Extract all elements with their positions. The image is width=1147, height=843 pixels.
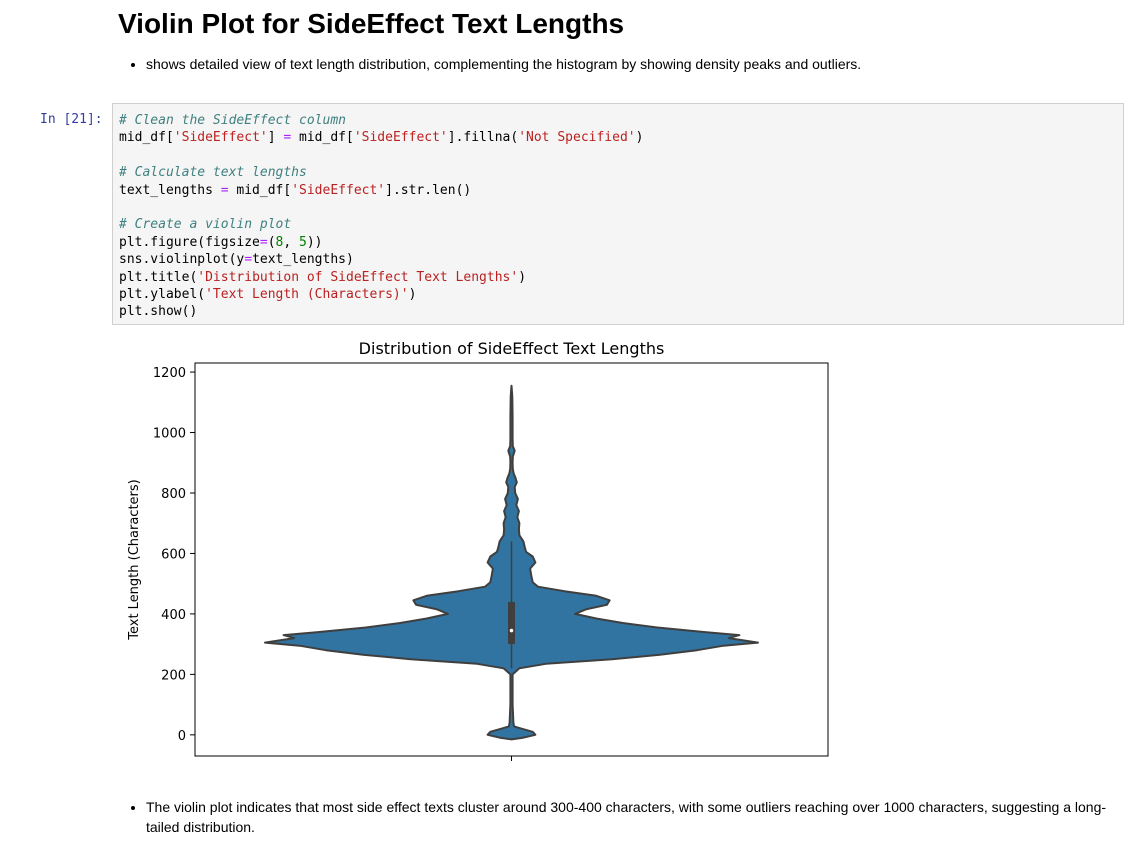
code-token-name: mid_df[ bbox=[291, 130, 354, 146]
code-token-name: mid_df[ bbox=[228, 182, 292, 198]
code-token-op: = bbox=[220, 182, 229, 198]
code-line: plt.figure(figsize=(8, 5)) bbox=[119, 234, 643, 251]
y-tick-label: 200 bbox=[161, 668, 186, 683]
code-line: mid_df['SideEffect'] = mid_df['SideEffec… bbox=[119, 129, 643, 146]
y-tick-label: 800 bbox=[161, 487, 186, 502]
code-token-name: ) bbox=[518, 269, 527, 285]
violin-chart: Distribution of SideEffect Text Lengths 0… bbox=[127, 339, 829, 761]
code-line: # Create a violin plot bbox=[119, 216, 643, 233]
code-token-name: plt.ylabel( bbox=[119, 286, 206, 302]
code-token-string: 'SideEffect' bbox=[173, 130, 268, 146]
code-token-name: , bbox=[283, 234, 300, 250]
code-line: plt.title('Distribution of SideEffect Te… bbox=[119, 269, 643, 286]
code-token-string: 'Text Length (Characters)' bbox=[205, 286, 409, 302]
code-editor[interactable]: # Clean the SideEffect column mid_df['Sid… bbox=[119, 112, 643, 321]
code-line: # Calculate text lengths bbox=[119, 164, 643, 181]
code-line bbox=[119, 199, 643, 216]
code-cell[interactable]: # Clean the SideEffect column mid_df['Sid… bbox=[112, 103, 1124, 325]
code-token-string: 'Not Specified' bbox=[518, 130, 636, 146]
code-token-name: plt.show() bbox=[119, 304, 198, 320]
code-token-name: ( bbox=[267, 234, 276, 250]
code-token-comment: # Clean the SideEffect column bbox=[119, 113, 346, 128]
code-line: plt.ylabel('Text Length (Characters)') bbox=[119, 286, 643, 303]
cell-output: Distribution of SideEffect Text Lengths 0… bbox=[112, 330, 842, 770]
intro-bullet: shows detailed view of text length distr… bbox=[146, 54, 1126, 74]
intro-bullet-list: shows detailed view of text length distr… bbox=[128, 54, 1126, 74]
code-token-number: 8 bbox=[275, 234, 284, 250]
code-token-string: 'SideEffect' bbox=[353, 130, 448, 146]
code-token-name: ) bbox=[408, 286, 417, 302]
code-token-op: = bbox=[244, 252, 253, 268]
y-tick-label: 1000 bbox=[153, 427, 186, 442]
code-token-name: mid_df[ bbox=[119, 130, 174, 146]
median-marker bbox=[509, 628, 514, 633]
code-token-name: text_lengths) bbox=[252, 252, 354, 268]
y-tick-label: 400 bbox=[161, 608, 186, 623]
code-token-name: )) bbox=[306, 234, 323, 250]
y-tick-label: 0 bbox=[178, 729, 186, 744]
code-token-name: plt.title( bbox=[119, 269, 198, 285]
code-token-name: ].fillna( bbox=[447, 130, 519, 146]
code-token-number: 5 bbox=[299, 234, 307, 250]
code-line: plt.show() bbox=[119, 303, 643, 320]
code-line: sns.violinplot(y=text_lengths) bbox=[119, 251, 643, 268]
cell-prompt: In [21]: bbox=[40, 112, 103, 127]
y-axis-label: Text Length (Characters) bbox=[127, 479, 142, 641]
y-tick-label: 1200 bbox=[153, 366, 186, 381]
code-token-comment: # Create a violin plot bbox=[119, 217, 292, 233]
chart-title: Distribution of SideEffect Text Lengths bbox=[359, 339, 665, 358]
code-line: # Clean the SideEffect column bbox=[119, 112, 643, 129]
code-token-name: ] bbox=[267, 130, 284, 146]
code-line bbox=[119, 147, 643, 164]
code-token-name: plt.figure(figsize bbox=[119, 234, 260, 250]
code-token-name: sns.violinplot(y bbox=[119, 252, 245, 268]
code-token-comment: # Calculate text lengths bbox=[119, 165, 307, 181]
code-token-name: ) bbox=[635, 130, 644, 146]
code-token-op: = bbox=[283, 130, 292, 146]
code-line: text_lengths = mid_df['SideEffect'].str.… bbox=[119, 182, 643, 199]
code-token-string: 'Distribution of SideEffect Text Lengths… bbox=[197, 269, 519, 285]
iqr-box bbox=[508, 601, 515, 645]
code-token-string: 'SideEffect' bbox=[291, 182, 386, 198]
section-heading: Violin Plot for SideEffect Text Lengths bbox=[118, 8, 625, 39]
code-token-name: text_lengths bbox=[119, 182, 221, 198]
code-token-op: = bbox=[259, 234, 268, 250]
summary-bullet: The violin plot indicates that most side… bbox=[146, 797, 1126, 837]
y-tick-label: 600 bbox=[161, 547, 186, 562]
code-token-name: ].str.len() bbox=[385, 182, 472, 198]
summary-bullet-list: The violin plot indicates that most side… bbox=[128, 797, 1126, 837]
